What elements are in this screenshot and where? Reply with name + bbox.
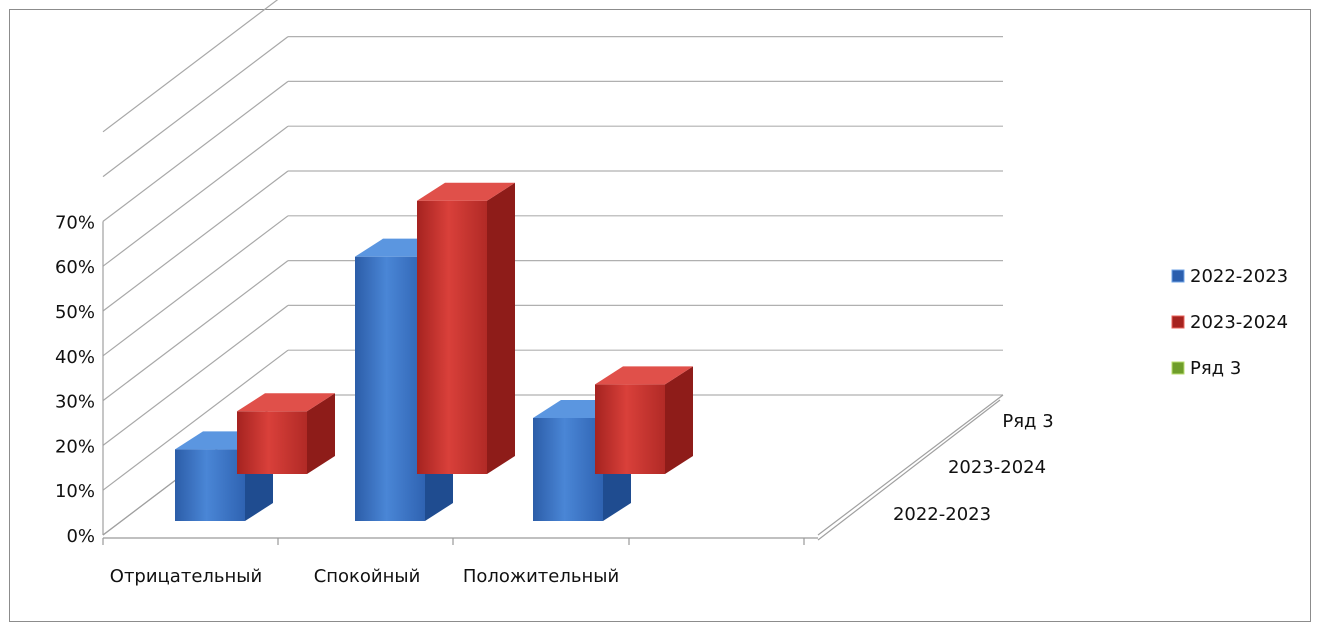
- gridline-side: [102, 170, 289, 312]
- depth-tick-label: 2022-2023: [893, 504, 991, 525]
- gridline-side: [102, 215, 289, 357]
- bar-side: [487, 182, 515, 474]
- bar-front: [237, 411, 307, 474]
- legend-item: Ряд 3: [1171, 358, 1241, 379]
- gridline-side: [102, 349, 289, 491]
- bar-front: [417, 200, 487, 474]
- gridline-side: [102, 0, 279, 133]
- bar: [417, 182, 515, 474]
- gridline-side: [102, 304, 289, 446]
- bar-front: [533, 417, 603, 521]
- y-tick-label: 60%: [55, 257, 95, 278]
- bar-side: [665, 366, 693, 474]
- gridline-side: [102, 36, 289, 178]
- depth-tick-label: Ряд 3: [1002, 411, 1053, 432]
- bar-top: [237, 393, 335, 412]
- gridline-side: [102, 125, 289, 267]
- chart-legend: 2022-2023 2023-2024 Ряд 3: [1171, 266, 1288, 379]
- gridline-side: [102, 80, 289, 222]
- y-tick-label: 30%: [55, 392, 95, 413]
- gridline-side: [102, 260, 289, 402]
- chart-labels: 0% 10% 20% 30% 40% 50% 60% 70% Отрицательный Спок…: [55, 212, 1054, 587]
- floor-right-edge: [817, 394, 1004, 536]
- depth-axis-line: [817, 399, 1001, 541]
- depth-tick-label: 2023-2024: [948, 457, 1046, 478]
- bar: [595, 366, 693, 474]
- y-tick-label: 50%: [55, 302, 95, 323]
- bar-front: [355, 256, 425, 521]
- legend-label: 2022-2023: [1190, 266, 1288, 287]
- chart-bars: [175, 182, 693, 521]
- legend-label: Ряд 3: [1190, 358, 1241, 379]
- legend-swatch: [1171, 269, 1185, 283]
- x-tick-label: Спокойный: [314, 566, 421, 587]
- y-tick-label: 0%: [66, 526, 95, 547]
- bar-top: [417, 182, 515, 201]
- y-tick-label: 70%: [55, 212, 95, 233]
- legend-label: 2023-2024: [1190, 312, 1288, 333]
- bar-front: [175, 449, 245, 521]
- bar-top: [595, 366, 693, 385]
- legend-item: 2022-2023: [1171, 266, 1288, 287]
- x-tick-label: Отрицательный: [110, 566, 262, 587]
- y-tick-label: 10%: [55, 481, 95, 502]
- y-tick-label: 20%: [55, 436, 95, 457]
- y-tick-label: 40%: [55, 347, 95, 368]
- bar-side: [307, 393, 335, 474]
- legend-item: 2023-2024: [1171, 312, 1288, 333]
- legend-swatch: [1171, 315, 1185, 329]
- bar: [237, 393, 335, 474]
- x-tick-label: Положительный: [463, 566, 619, 587]
- bar-front: [595, 384, 665, 474]
- legend-swatch: [1171, 361, 1185, 375]
